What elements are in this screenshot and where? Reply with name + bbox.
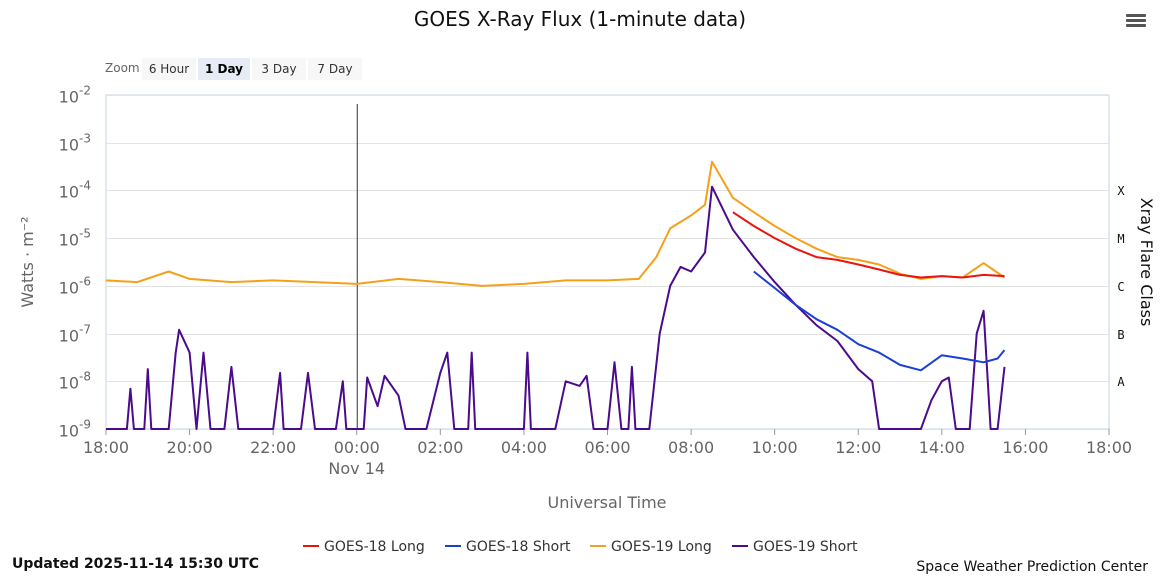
y-tick-base: 10 <box>59 136 79 155</box>
x-tick-label: 18:00 <box>1086 438 1132 457</box>
x-tick-label: 18:00 <box>83 438 129 457</box>
y-tick-label: 10-3 <box>59 132 91 155</box>
y-tick-exponent: -9 <box>79 418 91 432</box>
x-tick-label: 10:00 <box>752 438 798 457</box>
y-tick-exponent: -3 <box>79 132 91 146</box>
y-tick-label: 10-8 <box>59 370 91 393</box>
x-tick-label: 22:00 <box>250 438 296 457</box>
y-tick-base: 10 <box>59 327 79 346</box>
updated-timestamp: Updated 2025-11-14 15:30 UTC <box>12 556 259 572</box>
hamburger-menu-icon[interactable] <box>1126 12 1146 30</box>
x-tick-label: 16:00 <box>1002 438 1048 457</box>
flare-class-label: M <box>1117 232 1124 246</box>
x-tick-label: 00:00 <box>334 438 380 457</box>
zoom-label: Zoom <box>105 61 140 75</box>
y-tick-base: 10 <box>59 374 79 393</box>
y-tick-base: 10 <box>59 231 79 250</box>
flare-class-label: B <box>1117 328 1124 342</box>
legend-label: GOES-18 Long <box>324 539 425 555</box>
date-label: Nov 14 <box>328 459 385 478</box>
y-tick-label: 10-4 <box>59 179 91 202</box>
plot-frame <box>105 94 1110 430</box>
goes-19-long-line <box>105 160 1006 287</box>
y-tick-base: 10 <box>59 183 79 202</box>
y-axis-title: Watts · m⁻² <box>18 216 37 307</box>
flare-class-label: A <box>1117 375 1125 389</box>
x-tick-label: 14:00 <box>919 438 965 457</box>
y-tick-exponent: -8 <box>79 370 91 384</box>
x-tick-label: 06:00 <box>584 438 630 457</box>
legend-item[interactable]: GOES-19 Short <box>732 539 858 555</box>
series-lines <box>105 160 1006 430</box>
y-tick-exponent: -7 <box>79 323 91 337</box>
y-tick-exponent: -6 <box>79 275 91 289</box>
x-tick-label: 08:00 <box>668 438 714 457</box>
legend-item[interactable]: GOES-19 Long <box>590 539 712 555</box>
y-tick-base: 10 <box>59 279 79 298</box>
x-tick-label: 04:00 <box>501 438 547 457</box>
x-tick-label: 20:00 <box>167 438 213 457</box>
legend-label: GOES-18 Short <box>466 539 571 555</box>
y-tick-base: 10 <box>59 422 79 441</box>
credit-text: Space Weather Prediction Center <box>916 559 1148 575</box>
zoom-3-day-button[interactable]: 3 Day <box>252 58 306 80</box>
zoom-7-day-button[interactable]: 7 Day <box>308 58 362 80</box>
axes: 10-910-810-710-610-510-410-310-218:00 20:… <box>59 84 1132 479</box>
y-tick-label: 10-5 <box>59 227 91 250</box>
goes-18-short-line <box>753 270 1006 372</box>
legend-label: GOES-19 Short <box>753 539 858 555</box>
grid <box>105 94 1110 430</box>
y-tick-exponent: -2 <box>79 84 91 98</box>
goes-19-short-line <box>106 185 1006 430</box>
y-tick-label: 10-2 <box>59 84 91 107</box>
y-tick-exponent: -5 <box>79 227 91 241</box>
flare-class-label: C <box>1117 280 1124 294</box>
flare-class-axis-title: Xray Flare Class <box>1137 198 1156 327</box>
chart-title: GOES X-Ray Flux (1-minute data) <box>414 7 746 31</box>
zoom-1-day-button[interactable]: 1 Day <box>198 58 250 80</box>
x-axis-title: Universal Time <box>547 493 666 512</box>
y-tick-base: 10 <box>59 88 79 107</box>
y-tick-exponent: -4 <box>79 179 91 193</box>
legend[interactable]: GOES-18 Long GOES-18 Short GOES-19 Long GOE… <box>303 539 858 555</box>
y-tick-label: 10-7 <box>59 323 91 346</box>
y-tick-label: 10-9 <box>59 418 91 441</box>
x-tick-label: 12:00 <box>835 438 881 457</box>
y-tick-label: 10-6 <box>59 275 91 298</box>
x-tick-label: 02:00 <box>417 438 463 457</box>
flare-class-label: X <box>1117 184 1125 198</box>
legend-label: GOES-19 Long <box>611 539 712 555</box>
legend-item[interactable]: GOES-18 Short <box>445 539 571 555</box>
legend-item[interactable]: GOES-18 Long <box>303 539 425 555</box>
goes-18-long-line <box>732 211 1005 279</box>
zoom-6-hour-button[interactable]: 6 Hour <box>142 58 196 80</box>
